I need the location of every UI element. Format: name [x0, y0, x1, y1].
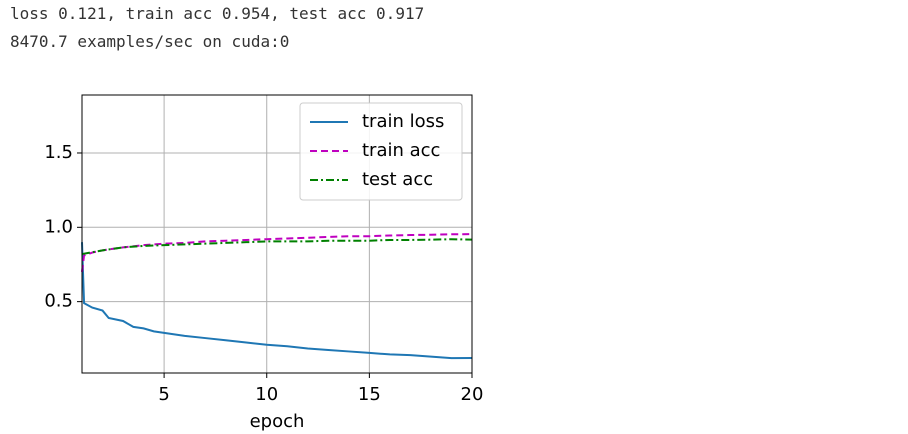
- legend-box: [299, 102, 463, 201]
- line: [81, 238, 473, 256]
- x-tick-label: 5: [158, 384, 169, 405]
- legend-label: train loss: [362, 111, 444, 132]
- line: [81, 233, 473, 273]
- output-line: 8470.7 examples/sec on cuda:0: [10, 32, 290, 51]
- y-tick-label: 1.0: [44, 216, 73, 237]
- y-tick-label: 1.5: [44, 142, 73, 163]
- legend-label: train acc: [362, 140, 440, 161]
- line: [81, 242, 473, 360]
- x-tick-label: 10: [255, 384, 278, 405]
- axes-frame: [81, 94, 473, 374]
- legend-label: test acc: [362, 169, 433, 190]
- x-axis-label: epoch: [250, 411, 305, 432]
- x-tick-label: 20: [461, 384, 484, 405]
- x-tick-label: 15: [358, 384, 381, 405]
- output-line: loss 0.121, train acc 0.954, test acc 0.…: [10, 4, 425, 23]
- y-tick-label: 0.5: [44, 291, 73, 312]
